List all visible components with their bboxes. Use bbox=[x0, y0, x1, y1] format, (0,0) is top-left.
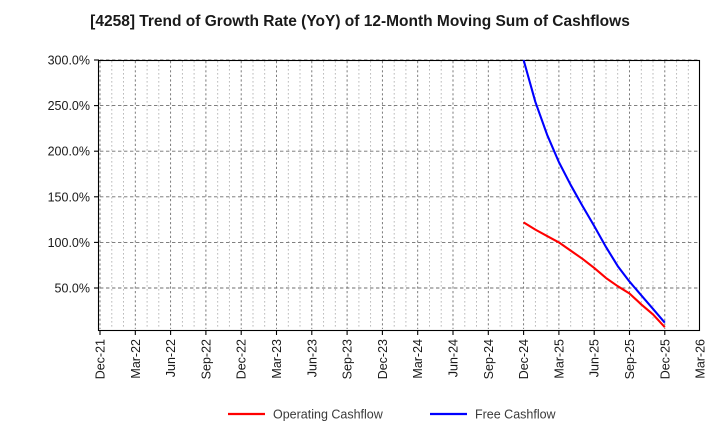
y-axis-tick-label: 200.0% bbox=[48, 145, 90, 159]
x-axis-tick-label: Sep-25 bbox=[623, 339, 637, 379]
x-axis-tick-label: Mar-24 bbox=[411, 339, 425, 379]
x-axis-ticks: Dec-21 Mar-22 Jun-22 Sep-22 Dec-22 Mar-23 Jun-… bbox=[94, 330, 708, 379]
x-axis-tick-label: Dec-23 bbox=[376, 339, 390, 379]
y-axis-ticks: 50.0% 100.0% 150.0% 200.0% 250.0% 300.0% bbox=[48, 54, 99, 296]
x-axis-tick-label: Dec-24 bbox=[517, 339, 531, 379]
y-axis-tick-label: 150.0% bbox=[48, 190, 90, 204]
x-axis-tick-label: Jun-24 bbox=[447, 339, 461, 377]
plot-area-frame bbox=[97, 59, 701, 332]
x-axis-tick-label: Jun-25 bbox=[588, 339, 602, 377]
y-axis-tick-label: 250.0% bbox=[48, 99, 90, 113]
x-axis-tick-label: Sep-22 bbox=[199, 339, 213, 379]
y-axis-tick-label: 100.0% bbox=[48, 236, 90, 250]
x-axis-tick-label: Jun-22 bbox=[164, 339, 178, 377]
data-series bbox=[522, 59, 666, 328]
gridlines-major bbox=[99, 61, 666, 329]
x-axis-tick-label: Mar-26 bbox=[694, 339, 708, 379]
series-line-free-cashflow bbox=[522, 59, 666, 324]
x-axis-tick-label: Sep-23 bbox=[341, 339, 355, 379]
x-axis-tick-label: Dec-21 bbox=[94, 339, 108, 379]
y-axis-tick-label: 50.0% bbox=[55, 282, 90, 296]
x-axis-tick-label: Dec-22 bbox=[235, 339, 249, 379]
chart-legend: Operating Cashflow Free Cashflow bbox=[228, 408, 557, 422]
series-line-operating-cashflow bbox=[523, 221, 666, 328]
x-axis-tick-label: Jun-23 bbox=[305, 339, 319, 377]
x-axis-tick-label: Sep-24 bbox=[482, 339, 496, 379]
x-axis-tick-label: Dec-25 bbox=[658, 339, 672, 379]
legend-label-free-cashflow: Free Cashflow bbox=[475, 408, 557, 422]
x-axis-tick-label: Mar-25 bbox=[552, 339, 566, 379]
y-axis-tick-label: 300.0% bbox=[48, 54, 90, 68]
legend-label-operating-cashflow: Operating Cashflow bbox=[273, 408, 384, 422]
chart-title: [4258] Trend of Growth Rate (YoY) of 12-… bbox=[90, 13, 630, 30]
x-axis-tick-label: Mar-23 bbox=[270, 339, 284, 379]
x-axis-tick-label: Mar-22 bbox=[129, 339, 143, 379]
